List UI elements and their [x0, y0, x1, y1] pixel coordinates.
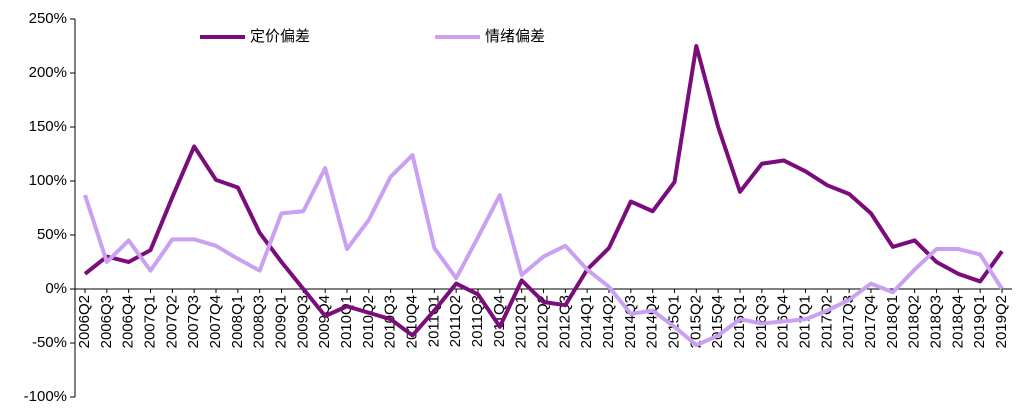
x-tick-label: 2011Q4 — [491, 295, 508, 347]
x-tick-label: 2008Q3 — [251, 295, 268, 348]
y-tick-label: 250% — [29, 10, 67, 27]
x-tick-label: 2009Q4 — [316, 295, 333, 348]
x-tick-label: 2012Q2 — [534, 295, 551, 348]
y-tick-label: 50% — [37, 226, 67, 243]
x-tick-label: 2007Q1 — [141, 295, 158, 348]
x-tick-label: 2014Q1 — [578, 295, 595, 348]
x-tick-label: 2014Q4 — [644, 295, 661, 348]
x-tick-label: 2008Q1 — [229, 295, 246, 348]
x-tick-label: 2006Q3 — [98, 295, 115, 348]
line-series — [83, 153, 1004, 348]
y-tick-label: -100% — [24, 388, 67, 405]
x-tick-label: 2010Q1 — [338, 295, 355, 348]
x-tick-label: 2009Q1 — [272, 295, 289, 348]
x-tick-label: 2019Q1 — [971, 295, 988, 348]
y-tick-label: 150% — [29, 118, 67, 135]
x-tick-label: 2006Q2 — [76, 295, 93, 348]
x-tick-label: 2017Q2 — [818, 295, 835, 348]
line-series — [83, 44, 1004, 338]
x-tick-label: 2015Q1 — [665, 295, 682, 348]
x-tick-label: 2012Q3 — [556, 295, 573, 348]
x-tick-label: 2018Q2 — [906, 295, 923, 348]
x-tick-label: 2006Q4 — [120, 295, 137, 348]
x-tick-label: 2007Q2 — [163, 295, 180, 348]
y-tick-label: -50% — [32, 334, 67, 351]
legend-label: 情绪偏差 — [485, 28, 545, 45]
x-tick-label: 2007Q4 — [207, 295, 224, 348]
x-tick-label: 2017Q1 — [796, 295, 813, 348]
x-tick-label: 2018Q1 — [884, 295, 901, 348]
x-tick-label: 2017Q4 — [862, 295, 879, 348]
legend-label: 定价偏差 — [250, 28, 310, 45]
x-tick-label: 2017Q3 — [840, 295, 857, 348]
y-tick-label: 0% — [45, 280, 67, 297]
x-tick-label: 2018Q3 — [927, 295, 944, 348]
x-tick-label: 2019Q2 — [993, 295, 1010, 348]
x-tick-label: 2014Q2 — [600, 295, 617, 348]
x-tick-label: 2007Q3 — [185, 295, 202, 348]
x-tick-label: 2011Q3 — [469, 295, 486, 347]
x-tick-label: 2011Q2 — [447, 295, 464, 347]
x-tick-label: 2015Q2 — [687, 295, 704, 348]
y-tick-label: 200% — [29, 64, 67, 81]
x-tick-label: 2018Q4 — [949, 295, 966, 348]
x-tick-label: 2012Q1 — [513, 295, 530, 348]
x-tick-label: 2010Q3 — [382, 295, 399, 348]
y-tick-label: 100% — [29, 172, 67, 189]
x-tick-label: 2009Q3 — [294, 295, 311, 348]
x-tick-label: 2010Q2 — [360, 295, 377, 348]
x-tick-label: 2010Q4 — [403, 295, 420, 348]
